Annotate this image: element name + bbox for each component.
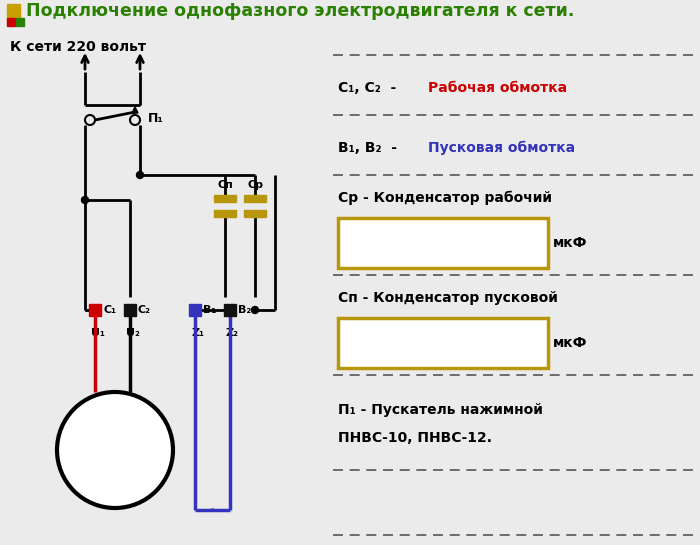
Bar — [189, 304, 201, 316]
Bar — [124, 304, 136, 316]
Circle shape — [130, 115, 140, 125]
Bar — [214, 210, 236, 217]
Text: ПНВС-10, ПНВС-12.: ПНВС-10, ПНВС-12. — [338, 431, 492, 445]
Text: С₁, С₂  -: С₁, С₂ - — [338, 81, 401, 95]
Text: Сп - Конденсатор пусковой: Сп - Конденсатор пусковой — [338, 291, 558, 305]
Circle shape — [251, 306, 258, 313]
Text: Рабочая обмотка: Рабочая обмотка — [428, 81, 567, 95]
Text: Подключение однофазного электродвигателя к сети.: Подключение однофазного электродвигателя… — [26, 2, 575, 20]
Bar — [7, 4, 20, 17]
Text: В₂: В₂ — [238, 305, 251, 315]
Text: Z₁: Z₁ — [191, 328, 204, 338]
Text: П₁: П₁ — [148, 112, 164, 124]
Text: мкФ: мкФ — [553, 236, 587, 250]
Bar — [16, 18, 24, 26]
Text: мкФ: мкФ — [553, 336, 587, 350]
Text: П₁ - Пускатель нажимной: П₁ - Пускатель нажимной — [338, 403, 543, 417]
Bar — [338, 318, 548, 368]
Circle shape — [81, 197, 88, 203]
Bar — [214, 195, 236, 202]
Text: М: М — [103, 426, 127, 450]
Text: К сети 220 вольт: К сети 220 вольт — [10, 40, 146, 54]
Circle shape — [85, 115, 95, 125]
Text: U₂: U₂ — [126, 328, 140, 338]
Bar — [224, 304, 236, 316]
Text: Ср - Конденсатор рабочий: Ср - Конденсатор рабочий — [338, 191, 552, 205]
Bar — [244, 210, 266, 217]
Bar — [338, 218, 548, 268]
Circle shape — [57, 392, 173, 508]
Bar — [89, 304, 101, 316]
Text: В₁, В₂  -: В₁, В₂ - — [338, 141, 402, 155]
Text: С₁: С₁ — [103, 305, 116, 315]
Text: U₁: U₁ — [91, 328, 105, 338]
Circle shape — [136, 172, 144, 179]
Text: Ср: Ср — [247, 180, 263, 190]
Bar — [7, 18, 15, 26]
Text: Сп: Сп — [217, 180, 233, 190]
Text: Пусковая обмотка: Пусковая обмотка — [428, 141, 575, 155]
Bar — [244, 195, 266, 202]
Text: В₁: В₁ — [203, 305, 216, 315]
Text: С₂: С₂ — [138, 305, 151, 315]
Text: Z₂: Z₂ — [226, 328, 239, 338]
Polygon shape — [132, 107, 138, 113]
Text: 1~: 1~ — [102, 455, 129, 473]
